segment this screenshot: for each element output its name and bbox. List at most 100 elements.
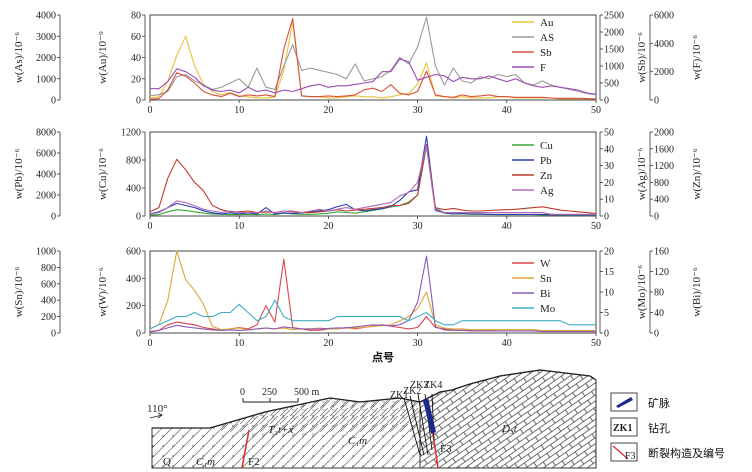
section-surface [152, 369, 597, 429]
y-tick-label: 40 [654, 308, 664, 319]
x-tick-label: 0 [148, 338, 153, 349]
y-tick-label: 0 [604, 96, 609, 107]
plot-frame [149, 14, 597, 101]
legend-label: Pb [540, 155, 552, 167]
y-tick-label: 0 [51, 329, 56, 340]
y-axis-label: w(Bi)/10⁻⁶ [691, 267, 703, 317]
y-tick-label: 2500 [604, 11, 624, 22]
fault-icon [612, 445, 629, 460]
y-tick-label: 400 [126, 274, 141, 285]
x-tick-label: 10 [234, 221, 244, 232]
y-tick-label: 0 [51, 96, 56, 107]
series-line-mo [149, 299, 596, 330]
y-tick-label: 0 [654, 96, 659, 107]
y-tick-label: 160 [654, 247, 669, 258]
legend-fault-symbol: F3 [625, 451, 636, 462]
y-tick-label: 600 [126, 247, 141, 258]
y-axis-label: w(F)/10⁻⁶ [691, 35, 703, 80]
y-axis-label: w(Mo)/10⁻⁶ [636, 265, 648, 319]
zk4-label: ZK4 [424, 380, 442, 391]
x-tick-label: 30 [413, 221, 423, 232]
series-line-as [149, 16, 597, 97]
y-tick-label: 0 [654, 329, 659, 340]
y-tick-label: 200 [126, 301, 141, 312]
x-tick-label: 0 [148, 105, 153, 116]
legend-fault-label: 断裂构造及编号 [648, 446, 725, 460]
section-body-mid [210, 398, 420, 440]
chart-panels: 0 10 20 30 40 5001000200030004000w(As)/10⁻⁶02… [13, 11, 703, 365]
y-tick-label: 6000 [654, 11, 674, 22]
y-tick-label: 120 [654, 267, 669, 278]
x-tick-label: 10 [234, 105, 244, 116]
y-tick-label: 0 [136, 329, 141, 340]
y-axis-label: w(Au)/10⁻⁹ [97, 31, 109, 84]
plot-frame [149, 131, 597, 217]
series-line-bi [149, 255, 596, 333]
y-tick-label: 0 [136, 212, 141, 223]
series-line-ag [149, 144, 596, 215]
series-line-pb [149, 135, 596, 216]
section-legend: 矿脉 ZK1 钻孔 F3 断裂构造及编号 [610, 392, 725, 462]
y-tick-label: 40 [604, 144, 614, 155]
y-tick-label: 4000 [36, 170, 56, 181]
stratum-t3tx: T₃t+x [268, 424, 293, 436]
y-tick-label: 800 [654, 178, 669, 189]
ore-vein [423, 398, 436, 434]
y-tick-label: 0 [51, 212, 56, 223]
y-tick-label: 0 [654, 212, 659, 223]
x-tick-label: 20 [323, 221, 333, 232]
scale-label-500m: 500 m [294, 387, 320, 398]
series-line-au [149, 20, 596, 100]
stratum-d3t: D₃t [501, 423, 518, 435]
y-tick-label: 0 [136, 96, 141, 107]
y-tick-label: 15 [604, 267, 614, 278]
y-tick-label: 1000 [36, 247, 56, 258]
series-line-zn [149, 144, 597, 215]
y-axis-label: w(Cu)/10⁻⁶ [97, 148, 109, 200]
legend-label: Cu [540, 140, 553, 152]
x-axis-label: 点号 [372, 350, 394, 364]
fault-f3-label: F3 [440, 443, 452, 455]
series-line-sn [149, 250, 596, 332]
legend-label: AS [540, 32, 554, 44]
y-axis-label: w(W)/10⁻⁶ [97, 267, 109, 317]
y-tick-label: 10 [604, 288, 614, 299]
y-tick-label: 400 [126, 184, 141, 195]
cross-section: 110° 0 250 500 m Q C₁m T₃t+x C₁m D₃t F2 … [147, 369, 597, 469]
series-line-cu [149, 145, 596, 216]
y-tick-label: 2000 [36, 191, 56, 202]
y-tick-label: 400 [654, 195, 669, 206]
y-tick-label: 600 [41, 279, 56, 290]
series-line-sb [149, 17, 597, 100]
legend-zk-label: 钻孔 [648, 421, 670, 435]
legend-vein-label: 矿脉 [648, 396, 670, 410]
legend-label: Zn [540, 170, 553, 182]
x-tick-label: 20 [323, 105, 333, 116]
x-tick-label: 10 [234, 338, 244, 349]
y-tick-label: 2000 [36, 53, 56, 64]
plot-frame [149, 250, 597, 334]
stratum-q: Q [163, 456, 171, 468]
y-axis-label: w(Pb)/10⁻⁶ [13, 149, 25, 200]
panel-2: 0 10 20 30 40 5002000400060008000w(Pb)/10⁻⁶04… [13, 128, 703, 233]
y-tick-label: 4000 [36, 11, 56, 22]
scale-bar: 0 250 500 m [240, 387, 320, 403]
y-tick-label: 80 [654, 288, 664, 299]
fault-f2-label: F2 [248, 456, 260, 468]
y-tick-label: 2000 [604, 28, 624, 39]
fault-f2-line [241, 429, 250, 469]
y-tick-label: 2000 [654, 128, 674, 139]
y-tick-label: 0 [604, 329, 609, 340]
zk3-label: ZK3 [410, 380, 428, 391]
legend-zk-symbol: ZK1 [613, 423, 632, 434]
y-tick-label: 4000 [654, 39, 674, 50]
orientation-arrow [149, 412, 163, 419]
zk2-label: ZK2 [403, 386, 421, 397]
y-tick-label: 20 [604, 247, 614, 258]
y-tick-label: 10 [604, 195, 614, 206]
y-tick-label: 800 [41, 263, 56, 274]
y-tick-label: 1500 [604, 45, 624, 56]
scale-label-0: 0 [240, 387, 245, 398]
x-tick-label: 40 [502, 338, 512, 349]
